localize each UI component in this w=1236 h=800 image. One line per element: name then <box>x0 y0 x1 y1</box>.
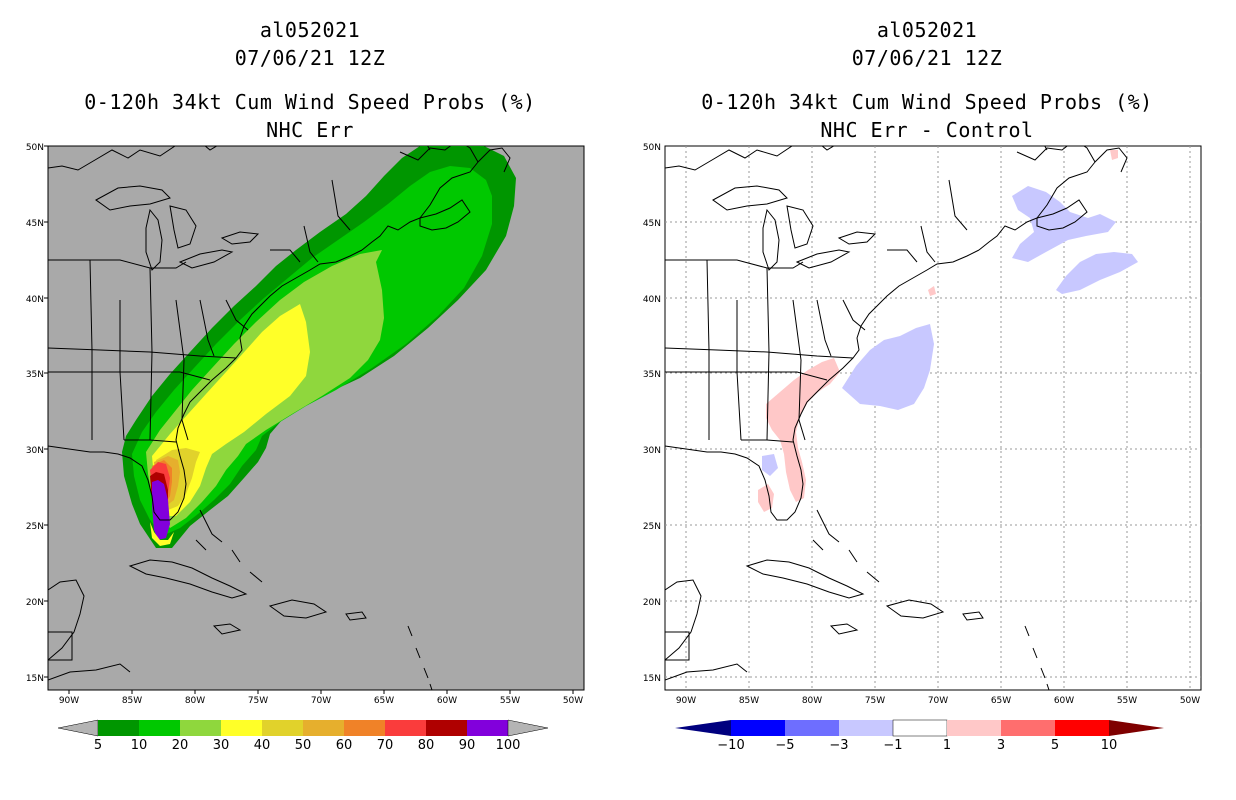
colorbar-swatch <box>303 720 344 736</box>
lon-label: 50W <box>1180 696 1200 706</box>
right-lon-labels: 90W 85W 80W 75W 70W 65W 60W 55W 50W <box>676 696 1200 706</box>
lat-label: 20N <box>26 598 44 608</box>
lon-label: 80W <box>185 696 205 706</box>
lon-label: 75W <box>865 696 885 706</box>
colorbar-swatch <box>426 720 467 736</box>
colorbar-swatch <box>139 720 180 736</box>
lon-label: 70W <box>928 696 948 706</box>
lat-label: 25N <box>26 522 44 532</box>
colorbar-swatch <box>839 720 893 736</box>
colorbar-label: 20 <box>172 738 189 753</box>
left-storm-id: al052021 <box>259 18 361 42</box>
colorbar-label: 90 <box>459 738 476 753</box>
lon-label: 50W <box>563 696 583 706</box>
lat-label: 20N <box>643 598 661 608</box>
colorbar-swatch <box>892 719 948 737</box>
lat-label: 40N <box>643 295 661 305</box>
colorbar-label: −10 <box>717 738 744 753</box>
lon-label: 60W <box>1054 696 1074 706</box>
colorbar-label: 5 <box>94 738 102 753</box>
right-gridlines <box>665 146 1201 690</box>
lon-label: 55W <box>1117 696 1137 706</box>
colorbar-swatch <box>385 720 426 736</box>
colorbar-swatch <box>344 720 385 736</box>
right-colorbar: −10 −5 −3 −1 1 3 5 10 <box>675 719 1164 753</box>
colorbar-low-arrow <box>57 719 99 737</box>
left-datetime: 07/06/21 12Z <box>234 46 386 70</box>
colorbar-label: 60 <box>336 738 353 753</box>
lon-label: 80W <box>802 696 822 706</box>
lat-label: 35N <box>26 370 44 380</box>
colorbar-label: 10 <box>1101 738 1118 753</box>
colorbar-label: 1 <box>943 738 951 753</box>
colorbar-swatch <box>221 720 262 736</box>
lat-label: 15N <box>26 674 44 684</box>
lat-label: 45N <box>26 219 44 229</box>
right-lat-labels: 50N 45N 40N 35N 30N 25N 20N 15N <box>643 143 661 684</box>
colorbar-label: 40 <box>254 738 271 753</box>
right-map: 90W 85W 80W 75W 70W 65W 60W 55W 50W 50N … <box>643 143 1202 706</box>
lon-label: 75W <box>248 696 268 706</box>
lon-label: 85W <box>739 696 759 706</box>
lat-label: 50N <box>643 143 661 153</box>
colorbar-label: −3 <box>829 738 848 753</box>
colorbar-label: 80 <box>418 738 435 753</box>
lat-label: 30N <box>643 446 661 456</box>
left-product-title: 0-120h 34kt Cum Wind Speed Probs (%) <box>84 90 536 114</box>
left-lon-ticks <box>68 690 574 694</box>
lat-label: 15N <box>643 674 661 684</box>
left-lat-labels: 50N 45N 40N 35N 30N 25N 20N 15N <box>26 143 44 684</box>
colorbar-label: 100 <box>496 738 521 753</box>
colorbar-swatch <box>947 720 1001 736</box>
lon-label: 55W <box>500 696 520 706</box>
colorbar-label: 3 <box>997 738 1005 753</box>
right-difference-field <box>665 146 1201 690</box>
colorbar-swatch <box>785 720 839 736</box>
lat-label: 30N <box>26 446 44 456</box>
colorbar-label: 10 <box>131 738 148 753</box>
lon-label: 90W <box>59 696 79 706</box>
lat-label: 25N <box>643 522 661 532</box>
lat-label: 35N <box>643 370 661 380</box>
left-map: 90W 85W 80W 75W 70W 65W 60W 55W 50W 50N … <box>26 143 585 706</box>
colorbar-low-arrow <box>675 720 731 736</box>
right-map-frame <box>664 145 1202 691</box>
lon-label: 70W <box>311 696 331 706</box>
left-probability-field <box>48 146 516 690</box>
colorbar-high-arrow <box>507 719 549 737</box>
lon-label: 90W <box>676 696 696 706</box>
colorbar-label: −5 <box>775 738 794 753</box>
left-subtitle: NHC Err <box>266 118 354 142</box>
colorbar-swatch <box>1055 720 1109 736</box>
colorbar-swatch <box>262 720 303 736</box>
lat-label: 40N <box>26 295 44 305</box>
lon-label: 60W <box>437 696 457 706</box>
lon-label: 65W <box>374 696 394 706</box>
colorbar-swatch <box>180 720 221 736</box>
left-lon-labels: 90W 85W 80W 75W 70W 65W 60W 55W 50W <box>59 696 583 706</box>
right-product-title: 0-120h 34kt Cum Wind Speed Probs (%) <box>701 90 1153 114</box>
colorbar-swatch <box>731 720 785 736</box>
lat-label: 50N <box>26 143 44 153</box>
lat-label: 45N <box>643 219 661 229</box>
colorbar-high-arrow <box>1109 720 1164 736</box>
left-colorbar: 5 10 20 30 40 50 60 70 80 90 100 <box>57 719 549 753</box>
colorbar-label: 70 <box>377 738 394 753</box>
colorbar-swatch <box>98 720 139 736</box>
colorbar-label: 30 <box>213 738 230 753</box>
right-storm-id: al052021 <box>876 18 978 42</box>
lon-label: 65W <box>991 696 1011 706</box>
colorbar-label: −1 <box>883 738 902 753</box>
colorbar-swatch <box>1001 720 1055 736</box>
right-subtitle: NHC Err - Control <box>820 118 1034 142</box>
lon-label: 85W <box>122 696 142 706</box>
right-datetime: 07/06/21 12Z <box>851 46 1003 70</box>
colorbar-label: 5 <box>1051 738 1059 753</box>
colorbar-label: 50 <box>295 738 312 753</box>
colorbar-swatch <box>467 720 508 736</box>
